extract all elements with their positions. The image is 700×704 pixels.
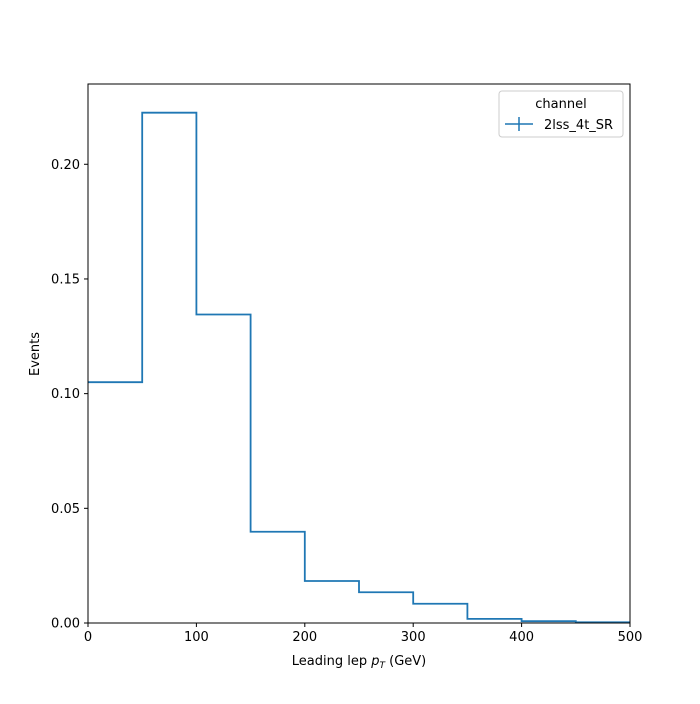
plot-area <box>88 111 630 624</box>
y-tick-label: 0.20 <box>51 158 80 173</box>
legend: channel 2lss_4t_SR <box>498 90 624 138</box>
x-tick-label: 0 <box>84 630 92 645</box>
x-tick-label: 300 <box>401 630 426 645</box>
legend-title: channel <box>535 97 586 112</box>
x-tick-label: 200 <box>292 630 317 645</box>
x-axis: 0 100 200 300 400 500 <box>84 623 643 645</box>
plot-frame <box>87 83 631 624</box>
x-tick-label: 500 <box>618 630 643 645</box>
y-tick-label: 0.10 <box>51 387 80 402</box>
y-tick-label: 0.00 <box>51 617 80 632</box>
x-tick-label: 100 <box>184 630 209 645</box>
legend-frame <box>498 90 624 138</box>
y-axis-label: Events <box>28 332 43 376</box>
legend-entry-2lss-4t-sr: 2lss_4t_SR <box>544 118 613 133</box>
x-tick-label: 400 <box>509 630 534 645</box>
histogram-series-2lss-4t-sr <box>88 111 630 624</box>
y-tick-label: 0.15 <box>51 272 80 287</box>
y-tick-label: 0.05 <box>51 502 80 517</box>
x-axis-label: Leading lep pT (GeV) <box>292 654 426 671</box>
y-axis: 0.00 0.05 0.10 0.15 0.20 <box>51 158 88 632</box>
legend-marker-2lss-4t-sr <box>505 117 533 131</box>
